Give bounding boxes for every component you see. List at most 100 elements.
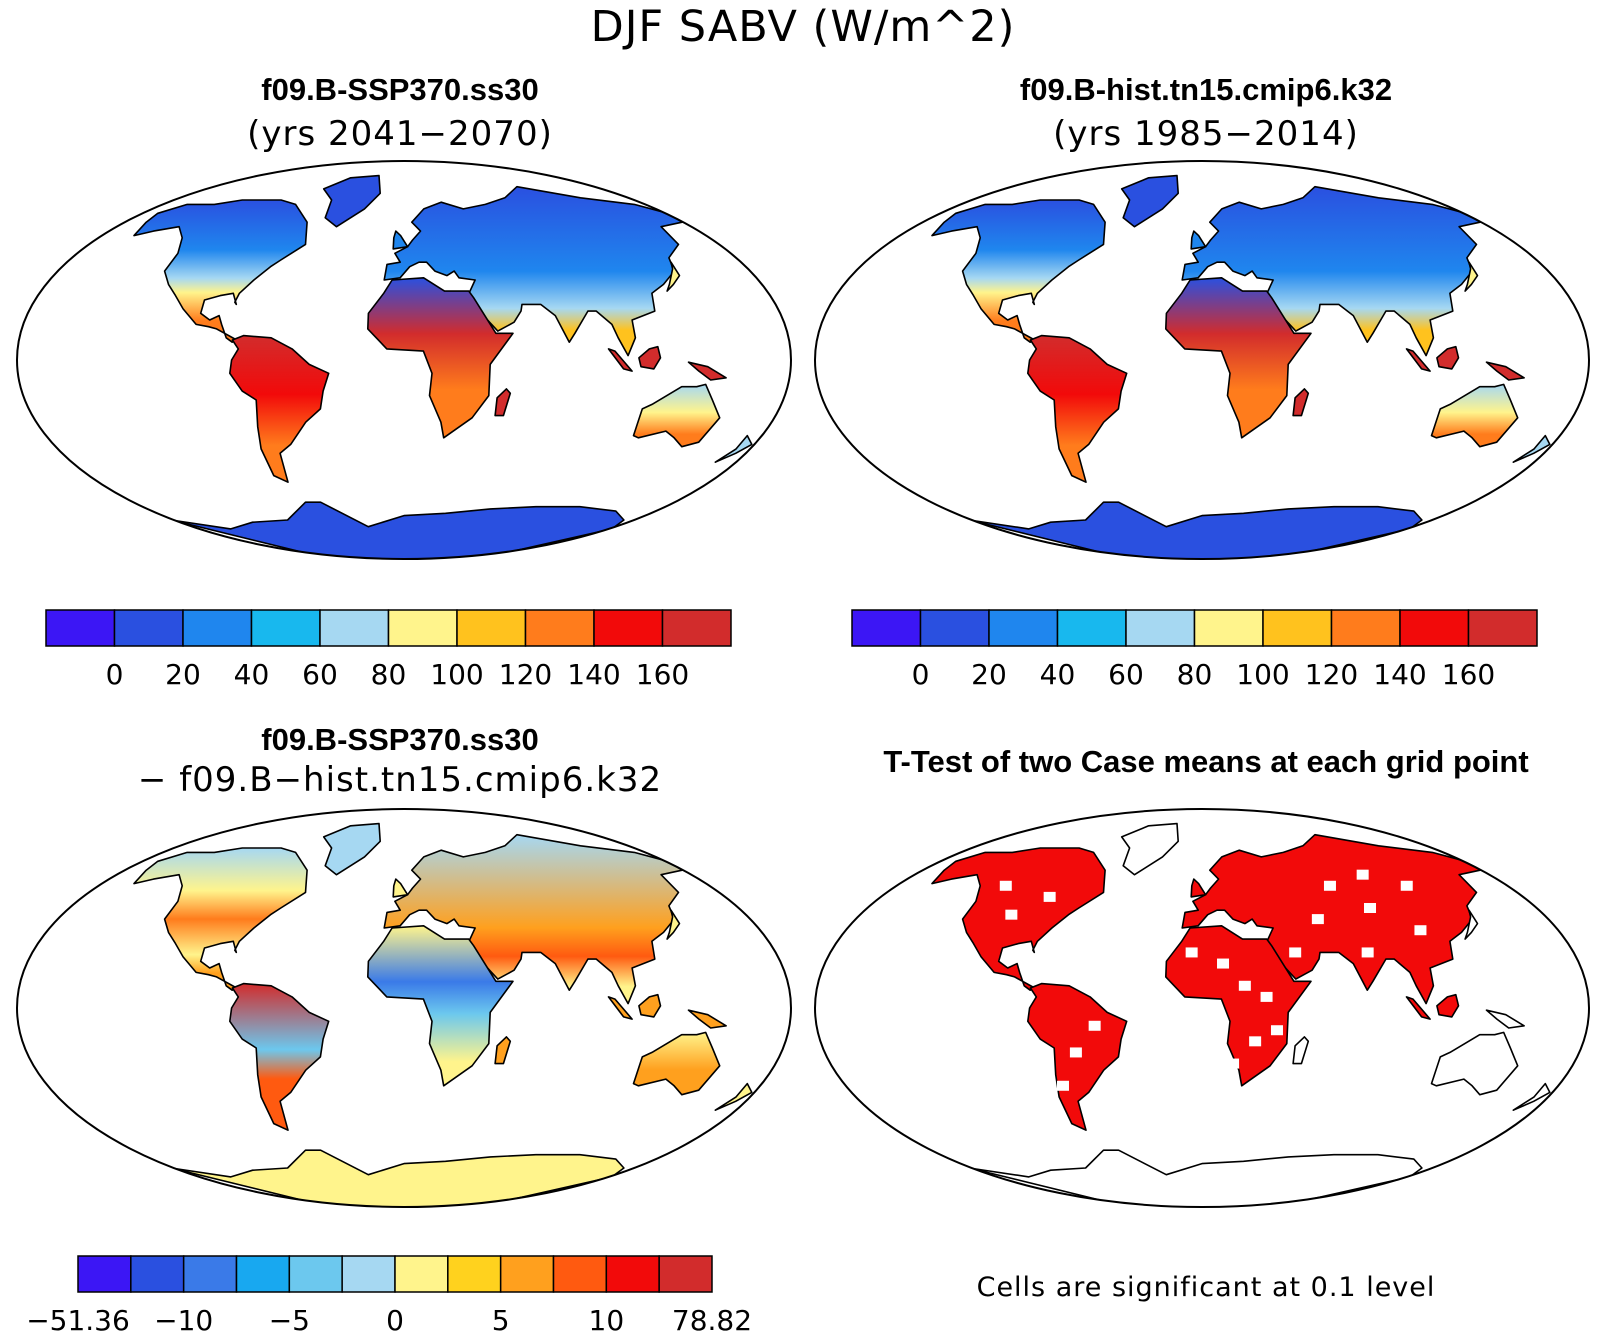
colorbar-label: 0	[386, 1304, 404, 1337]
insignificant-cell	[1485, 1058, 1498, 1069]
landmass-borneo	[1436, 993, 1460, 1018]
colorbar-box	[341, 1255, 396, 1293]
colorbar-box	[1125, 609, 1196, 647]
colorbar-box	[1330, 609, 1401, 647]
land-layer	[815, 161, 1589, 559]
insignificant-cell	[1005, 909, 1018, 920]
landmass-madagascar	[494, 1036, 512, 1065]
colorbar-boxes	[45, 609, 732, 647]
landmass-africa	[367, 925, 514, 1087]
land-layer	[17, 161, 791, 559]
insignificant-cells	[999, 869, 1498, 1091]
colorbar-label: 100	[1236, 658, 1289, 691]
colorbar-box	[988, 609, 1059, 647]
colorbar-label: 5	[492, 1304, 510, 1337]
colorbar-box	[605, 1255, 660, 1293]
landmass-madagascar	[1292, 388, 1310, 417]
map-ttest	[814, 808, 1590, 1208]
figure-title: DJF SABV (W/m^2)	[590, 2, 1016, 52]
colorbar-label: 60	[1108, 658, 1144, 691]
insignificant-cell	[1217, 958, 1230, 969]
landmass-sumatra	[1405, 996, 1431, 1020]
colorbar-label: 40	[234, 658, 270, 691]
colorbar-label: −10	[154, 1304, 213, 1337]
colorbar-label: 20	[165, 658, 201, 691]
landmass-europeAsia	[383, 833, 683, 1005]
colorbar-box	[288, 1255, 343, 1293]
land-layer	[815, 809, 1589, 1207]
map-border	[16, 160, 792, 560]
colorbar-box	[1467, 609, 1538, 647]
landmass-australia	[632, 1031, 721, 1096]
landmass-newZealand	[1512, 1082, 1551, 1111]
landmass-newZealand	[1512, 434, 1551, 463]
colorbar-box	[77, 1255, 132, 1293]
landmass-uk	[392, 878, 409, 898]
insignificant-cell	[1311, 914, 1324, 925]
landmass-greenland	[1120, 822, 1179, 876]
colorbar-box	[456, 609, 527, 647]
colorbar-box	[447, 1255, 502, 1293]
colorbar-box	[661, 609, 732, 647]
landmass-africa	[367, 277, 514, 439]
landmass-uk	[1190, 878, 1207, 898]
landmass-newGuinea	[687, 361, 727, 381]
colorbar-label: 120	[1305, 658, 1358, 691]
insignificant-cell	[1238, 980, 1251, 991]
colorbar-box	[552, 1255, 608, 1293]
colorbar-label: −51.36	[26, 1304, 130, 1337]
insignificant-cell	[1227, 1058, 1240, 1069]
landmass-europeAsia	[1181, 185, 1481, 357]
colorbar-box	[1193, 609, 1264, 647]
map-hist	[814, 160, 1590, 560]
landmass-greenland	[1120, 174, 1179, 228]
landmass-sumatra	[607, 996, 633, 1020]
colorbar-label: 0	[106, 658, 124, 691]
panel-diff-title: f09.B-SSP370.ss30	[261, 722, 539, 757]
landmass-newGuinea	[1485, 361, 1525, 381]
colorbar-label: 140	[567, 658, 620, 691]
landmass-southAmerica	[229, 982, 330, 1131]
map-diff	[16, 808, 792, 1208]
landmass-africa	[1165, 277, 1312, 439]
colorbar-boxes	[77, 1255, 713, 1293]
colorbar-label: 140	[1373, 658, 1426, 691]
landmass-australia	[1430, 383, 1519, 448]
landmass-madagascar	[494, 388, 512, 417]
landmass-borneo	[1436, 345, 1460, 370]
landmass-newZealand	[714, 1082, 753, 1111]
colorbar-label: 160	[636, 658, 689, 691]
panel-ssp370-title: f09.B-SSP370.ss30	[261, 72, 539, 107]
landmass-madagascar	[1292, 1036, 1310, 1065]
colorbar-label: 20	[971, 658, 1007, 691]
insignificant-cell	[999, 880, 1012, 891]
map-border	[814, 160, 1590, 560]
landmass-southAmerica	[229, 334, 330, 483]
colorbar-label: 60	[302, 658, 338, 691]
landmass-borneo	[638, 345, 662, 370]
significance-footnote: Cells are significant at 0.1 level	[976, 1272, 1436, 1303]
colorbar-box	[851, 609, 922, 647]
colorbar-label: 40	[1040, 658, 1076, 691]
landmass-borneo	[638, 993, 662, 1018]
landmass-japan	[666, 909, 681, 940]
landmass-northAmerica	[931, 199, 1106, 343]
insignificant-cell	[1088, 1020, 1101, 1031]
landmass-australia	[632, 383, 721, 448]
colorbar-box	[593, 609, 664, 647]
landmass-northAmerica	[931, 847, 1106, 991]
colorbar-label: 10	[589, 1304, 625, 1337]
colorbar-box	[524, 609, 595, 647]
colorbar-label: 120	[499, 658, 552, 691]
colorbar-hist: 0 20 40 60 80 100 120 140 160	[851, 609, 1538, 691]
landmass-newGuinea	[687, 1009, 727, 1029]
colorbar-label: 160	[1442, 658, 1495, 691]
colorbar-box	[113, 609, 184, 647]
land-layer	[17, 809, 791, 1207]
insignificant-cell	[1400, 880, 1413, 891]
colorbar-label: −5	[269, 1304, 310, 1337]
landmass-newGuinea	[1485, 1009, 1525, 1029]
landmass-japan	[1464, 909, 1479, 940]
colorbar-boxes	[851, 609, 1538, 647]
colorbar-box	[387, 609, 458, 647]
